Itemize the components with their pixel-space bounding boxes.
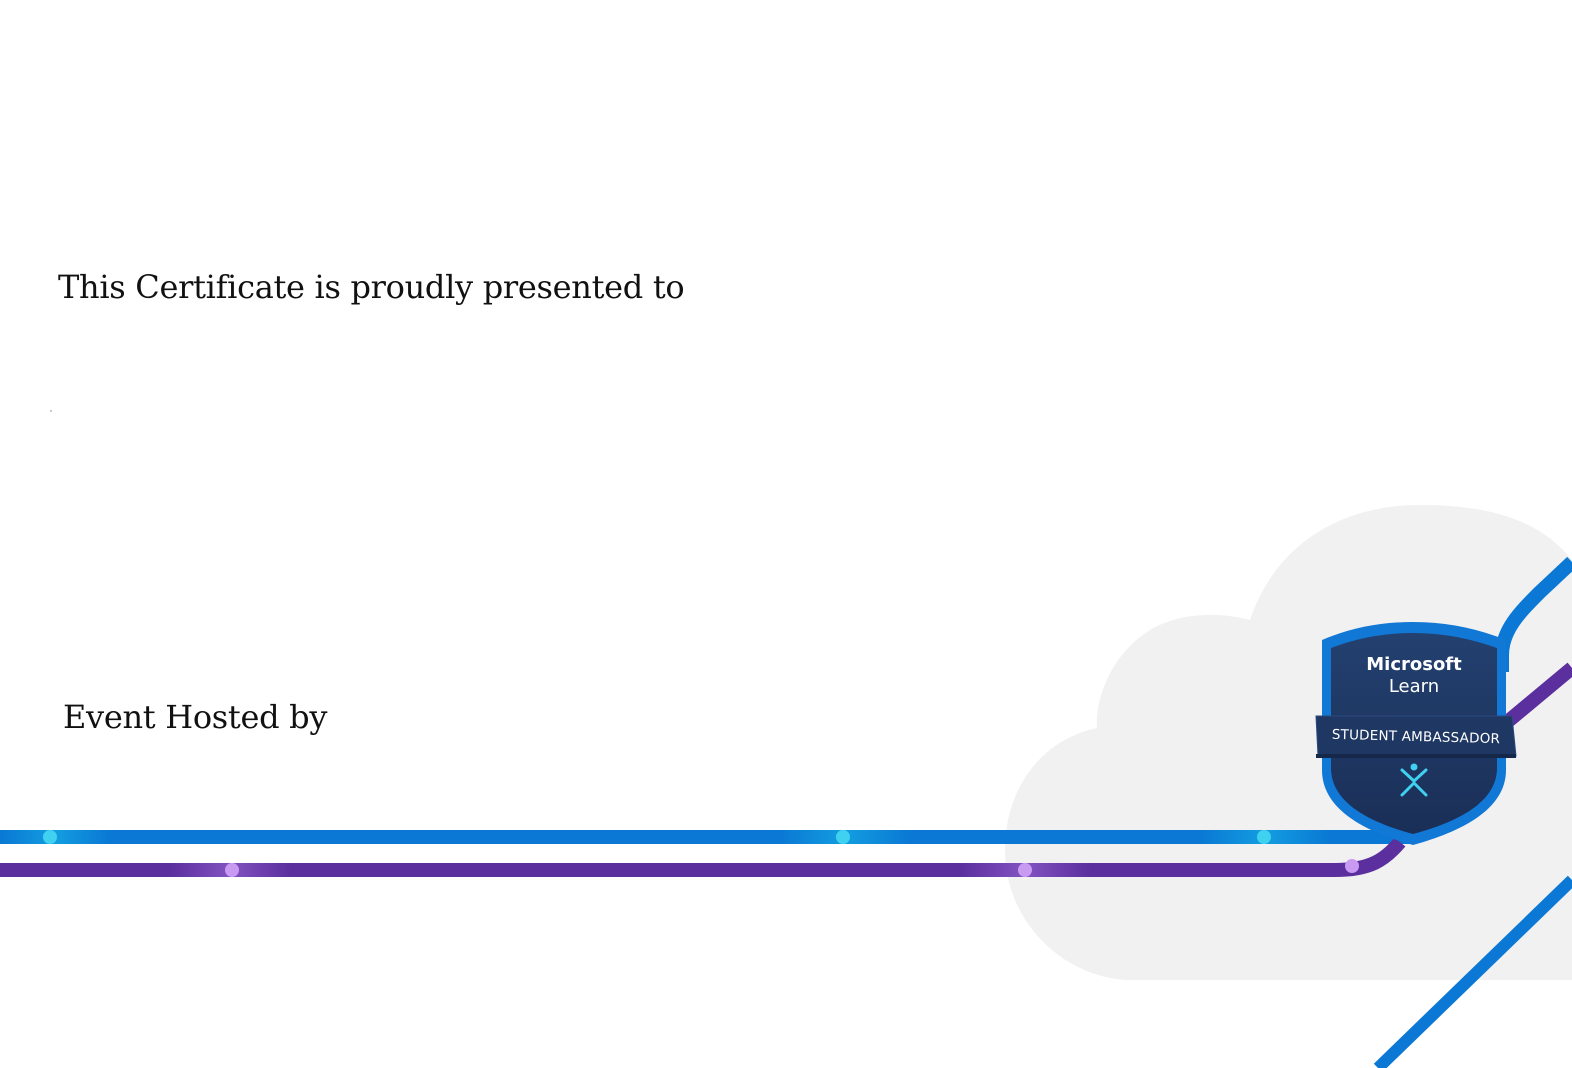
- stray-mark: [50, 410, 52, 412]
- blue-node: [1257, 830, 1271, 844]
- purple-node: [1345, 859, 1359, 873]
- ambassador-figure-icon: [1400, 763, 1428, 797]
- blue-node: [43, 830, 57, 844]
- purple-node: [225, 863, 239, 877]
- badge-ribbon-text: STUDENT AMBASSADOR: [1332, 727, 1501, 747]
- blue-circuit-line: [0, 830, 1410, 844]
- purple-node: [1018, 863, 1032, 877]
- badge-title-line2: Learn: [1389, 676, 1439, 697]
- presented-to-text: This Certificate is proudly presented to: [58, 268, 685, 306]
- blue-node: [836, 830, 850, 844]
- student-ambassador-badge: Microsoft Learn STUDENT AMBASSADOR: [1315, 622, 1517, 845]
- purple-circuit-line: [0, 837, 1406, 877]
- event-hosted-by-text: Event Hosted by: [63, 698, 328, 736]
- badge-title-line1: Microsoft: [1366, 654, 1462, 675]
